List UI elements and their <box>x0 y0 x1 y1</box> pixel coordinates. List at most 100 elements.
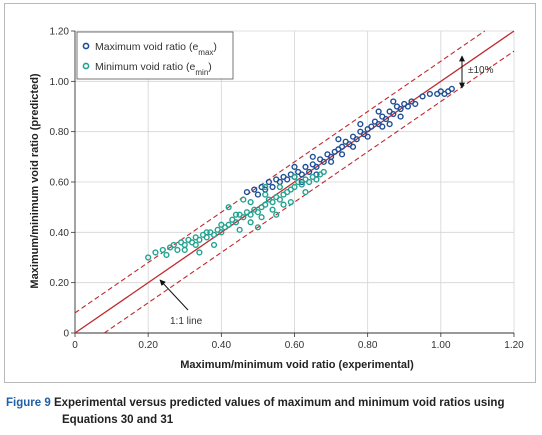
data-point-emin <box>254 224 262 231</box>
data-point-emax <box>338 151 346 158</box>
data-point-emin <box>196 249 203 256</box>
caption-label: Figure 9 <box>6 397 51 409</box>
data-point-emax <box>335 136 342 143</box>
ref-line-lower-10 <box>103 50 515 334</box>
data-point-emin <box>232 219 240 226</box>
band-label: ±10% <box>468 65 494 76</box>
data-point-emax <box>390 98 397 105</box>
legend: Maximum void ratio (emax) Minimum void r… <box>76 31 234 80</box>
y-tick-label: 0.60 <box>50 178 70 189</box>
data-point-emax <box>269 183 276 191</box>
data-point-emin <box>298 181 305 188</box>
caption-text-line2: Equations 30 and 31 <box>62 414 174 426</box>
data-point-emax <box>419 93 426 100</box>
data-point-emin <box>236 226 243 233</box>
data-point-emin <box>254 209 262 216</box>
y-axis-title: Maximum/minimum void ratio (predicted) <box>29 73 41 288</box>
scatter-chart: 00 0.20 0.20 0.40 0.40 0.60 0.60 0.80 0.80 1.00 1.… <box>29 27 525 372</box>
data-point-emin <box>291 173 298 181</box>
data-point-emax <box>426 90 433 98</box>
legend-emax-sub: max <box>198 48 213 57</box>
legend-label-emax: Maximum void ratio (emax) <box>95 41 217 57</box>
data-point-emin <box>203 234 210 241</box>
data-point-emax <box>448 85 455 92</box>
legend-marker-emin <box>82 62 90 70</box>
data-point-emin <box>258 214 265 221</box>
x-axis-title: Maximum/minimum void ratio (experimental… <box>180 359 414 371</box>
x-tick-label: 0.20 <box>138 340 158 351</box>
data-point-emin <box>145 254 152 261</box>
data-point-emax <box>320 158 327 165</box>
data-point-emin <box>170 241 177 249</box>
data-point-emin <box>210 231 218 238</box>
data-point-emin <box>174 246 181 254</box>
legend-box <box>76 31 234 80</box>
data-point-emax <box>375 108 382 115</box>
y-tick-label: 0.20 <box>50 278 70 289</box>
data-point-emin <box>247 211 254 218</box>
one-to-one-annotation: 1:1 line <box>159 279 203 327</box>
data-point-emin <box>218 229 225 236</box>
data-point-emin <box>163 251 170 259</box>
data-point-emax <box>291 163 298 171</box>
data-point-emax <box>397 113 404 120</box>
legend-marker-emax <box>82 42 90 50</box>
data-point-emin <box>210 241 218 249</box>
data-point-emax <box>364 133 371 140</box>
data-point-emin <box>247 219 254 226</box>
data-point-emax <box>386 121 393 128</box>
y-tick-label: 1.00 <box>50 77 70 88</box>
data-points <box>145 85 455 261</box>
y-tick-label: 0.80 <box>50 127 70 138</box>
data-point-emin <box>225 204 232 211</box>
data-point-emax <box>298 171 305 178</box>
data-point-emin <box>240 214 247 221</box>
reference-lines <box>74 30 515 334</box>
y-tick-label: 1.20 <box>50 27 70 38</box>
data-point-emin <box>306 178 313 186</box>
data-point-emin <box>196 236 203 243</box>
data-point-emax <box>357 121 364 128</box>
data-point-emin <box>225 221 232 228</box>
data-point-emax <box>306 168 313 176</box>
data-point-emax <box>309 153 316 160</box>
data-point-emax <box>251 186 258 193</box>
data-point-emin <box>269 206 276 213</box>
data-point-emin <box>181 246 188 254</box>
data-point-emax <box>338 143 346 150</box>
band-annotation: ±10% <box>459 55 494 89</box>
data-point-emin <box>232 211 240 218</box>
x-tick-label: 0.60 <box>285 340 305 351</box>
data-point-emax <box>284 176 291 183</box>
one-to-one-arrow <box>159 279 189 311</box>
data-point-emax <box>382 115 390 123</box>
data-point-emin <box>240 196 247 203</box>
legend-emin-text: Minimum void ratio (e <box>95 61 196 73</box>
legend-emax-close: ) <box>213 41 217 53</box>
legend-label-emin: Minimum void ratio (emin) <box>95 61 212 77</box>
data-point-emin <box>262 201 269 208</box>
x-tick-label: 1.20 <box>504 340 524 351</box>
data-point-emin <box>273 211 280 218</box>
tick-labels: 00 0.20 0.20 0.40 0.40 0.60 0.60 0.80 0.80 1.00 1.… <box>50 27 525 352</box>
data-point-emin <box>218 221 225 228</box>
axes <box>71 30 515 337</box>
data-point-emin <box>181 241 188 249</box>
data-point-emin <box>262 191 269 198</box>
figure-caption: Figure 9 Experimental versus predicted v… <box>6 395 536 429</box>
data-point-emin <box>159 246 166 254</box>
data-point-emax <box>368 123 375 130</box>
x-tick-label: 0.80 <box>358 340 378 351</box>
y-tick-label: 0 <box>63 329 69 340</box>
data-point-emin <box>287 199 294 206</box>
data-point-emin <box>280 201 287 208</box>
data-point-emax <box>412 100 419 108</box>
data-point-emax <box>353 136 360 143</box>
x-tick-label: 1.00 <box>431 340 451 351</box>
legend-emax-text: Maximum void ratio (e <box>95 41 198 53</box>
data-point-emin <box>320 168 327 176</box>
data-point-emin <box>276 196 283 203</box>
data-point-emin <box>203 229 210 236</box>
data-point-emax <box>397 105 404 113</box>
data-point-emax <box>313 163 320 171</box>
